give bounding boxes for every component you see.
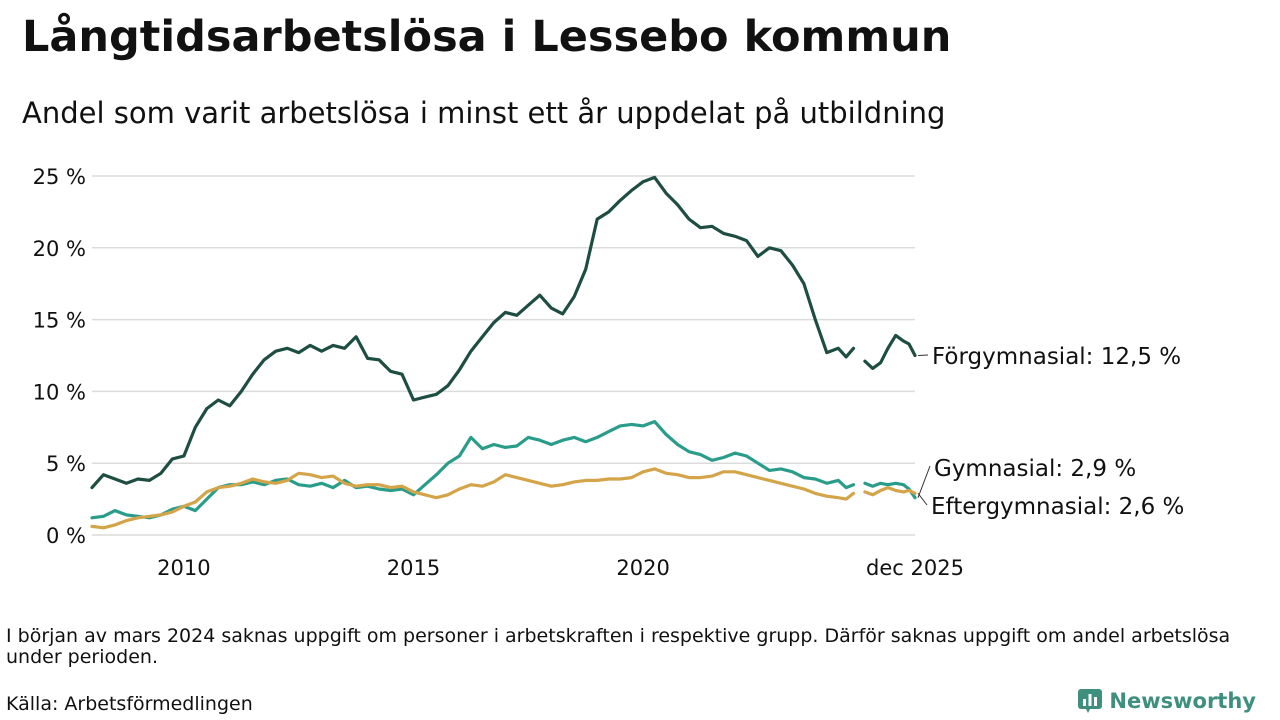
- x-axis: 2010 2015 2020 dec 2025: [157, 556, 964, 580]
- x-tick-label: 2020: [616, 556, 669, 580]
- gridlines: [92, 175, 915, 536]
- chart-subtitle: Andel som varit arbetslösa i minst ett å…: [22, 96, 946, 130]
- y-tick-label: 15 %: [33, 309, 86, 333]
- x-tick-label: 2010: [157, 556, 210, 580]
- y-axis: 0 % 5 % 10 % 15 % 20 % 25 %: [33, 165, 86, 548]
- series-line-eftergymnasial: [863, 486, 917, 497]
- series-end-label: Förgymnasial: 12,5 %: [932, 344, 1181, 370]
- series-end-label: Eftergymnasial: 2,6 %: [931, 494, 1184, 520]
- series-labels: Förgymnasial: 12,5 % Gymnasial: 2,9 % Efte…: [917, 344, 1184, 520]
- series-line-gymnasial: [90, 420, 856, 520]
- label-leader-line: [917, 354, 929, 356]
- x-tick-label: dec 2025: [866, 556, 964, 580]
- series-line-förgymnasial: [90, 175, 856, 490]
- chart-area: 0 % 5 % 10 % 15 % 20 % 25 % 2010 2015 2020 dec 2…: [33, 165, 1185, 580]
- brand-logo[interactable]: Newsworthy: [1077, 688, 1256, 714]
- series-line-förgymnasial: [863, 333, 917, 370]
- footnote: I början av mars 2024 saknas uppgift om …: [6, 625, 1231, 668]
- source-text: Källa: Arbetsförmedlingen: [6, 693, 253, 715]
- series-end-label: Gymnasial: 2,9 %: [934, 456, 1136, 482]
- newsworthy-icon: [1078, 689, 1103, 713]
- series-line-gymnasial: [863, 481, 917, 500]
- series-lines: [90, 175, 917, 530]
- series-line-eftergymnasial: [90, 467, 856, 530]
- y-tick-label: 5 %: [46, 452, 86, 476]
- chart-title: Långtidsarbetslösa i Lessebo kommun: [22, 12, 952, 62]
- y-tick-label: 0 %: [46, 524, 86, 548]
- y-tick-label: 20 %: [33, 237, 86, 261]
- y-tick-label: 10 %: [33, 380, 86, 404]
- brand-name: Newsworthy: [1109, 689, 1256, 713]
- label-leader-line: [917, 465, 931, 498]
- x-tick-label: 2015: [387, 556, 440, 580]
- y-tick-label: 25 %: [33, 165, 86, 189]
- label-leader-line: [917, 493, 928, 506]
